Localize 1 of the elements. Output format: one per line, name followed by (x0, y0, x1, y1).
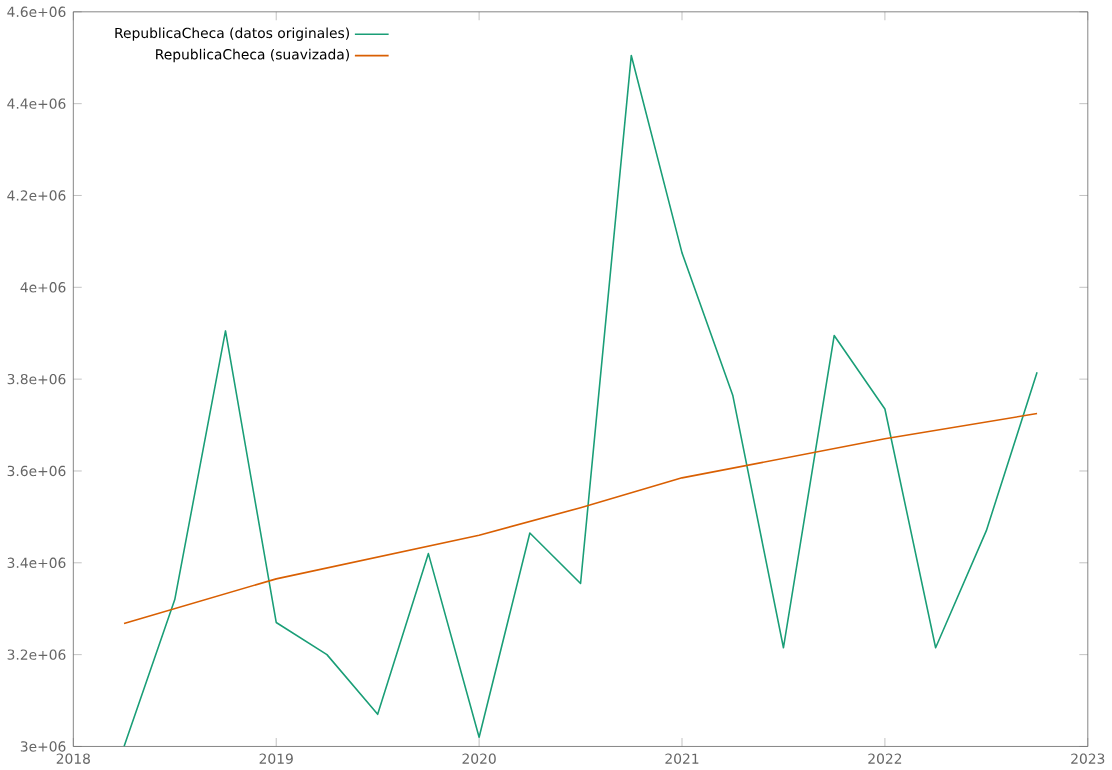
line-series (123, 412, 1038, 624)
